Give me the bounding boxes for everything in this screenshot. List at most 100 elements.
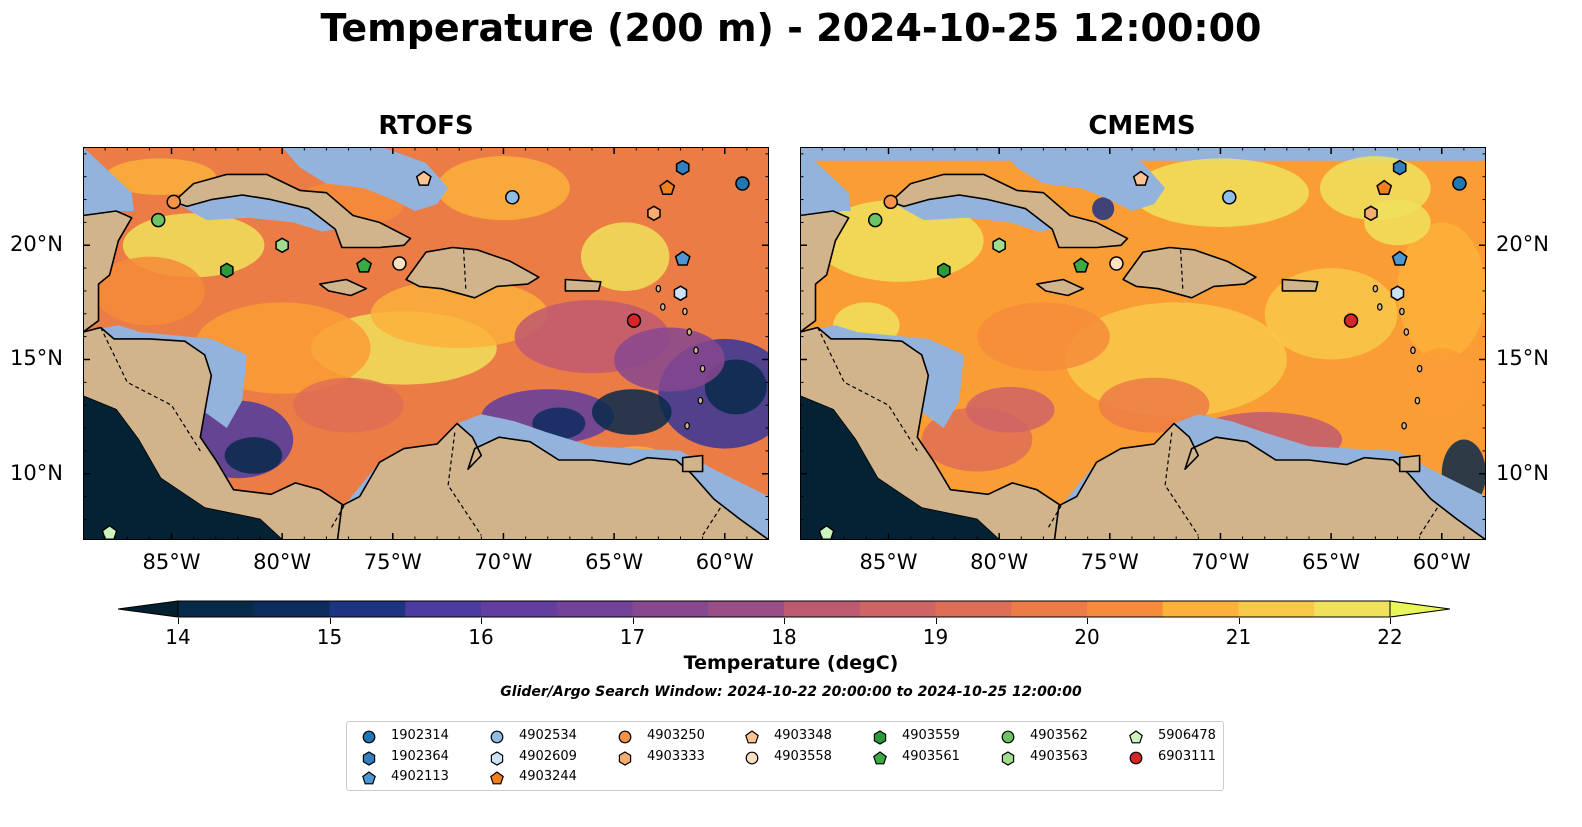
- legend-label: 4903333: [647, 748, 705, 764]
- pentagon-marker-icon: [490, 771, 504, 785]
- hexagon-marker-icon: [362, 750, 376, 766]
- pentagon-marker-icon: [1129, 730, 1143, 744]
- float-marker-6903111[interactable]: [1343, 313, 1359, 328]
- map-svg: [800, 147, 1486, 540]
- colorbar-tick: [481, 618, 482, 624]
- colorbar-over-arrow: [1389, 600, 1451, 618]
- colorbar-tick: [1087, 618, 1088, 624]
- legend-label: 4903561: [902, 748, 960, 764]
- float-marker-4903561[interactable]: [356, 257, 373, 273]
- float-marker-4902534[interactable]: [505, 190, 520, 205]
- legend-label: 4902609: [519, 748, 577, 764]
- legend-label: 4903348: [774, 728, 832, 743]
- float-marker-4903561[interactable]: [1073, 257, 1090, 273]
- legend-label: 5906478: [1158, 728, 1216, 743]
- colorbar-tick: [329, 618, 331, 624]
- legend-label: 4903559: [902, 728, 960, 743]
- float-marker-4902609[interactable]: [673, 285, 688, 302]
- colorbar-bin: [253, 601, 331, 617]
- legend-label: 4902534: [519, 728, 577, 743]
- colorbar-bin: [329, 601, 406, 617]
- colorbar-tick-label: 19: [922, 625, 949, 649]
- colorbar-tick: [1238, 618, 1240, 624]
- lon-tick-label: 60°W: [1412, 550, 1471, 574]
- legend-label: 1902314: [391, 728, 449, 743]
- float-marker-4903244[interactable]: [1376, 179, 1393, 195]
- hexagon-marker-icon: [490, 750, 504, 766]
- circle-marker-icon: [490, 730, 504, 744]
- colorbar-tick: [1390, 618, 1391, 624]
- float-marker-4903559[interactable]: [220, 262, 234, 279]
- float-marker-1902314[interactable]: [735, 176, 750, 191]
- colorbar-bin: [1162, 601, 1240, 617]
- lon-tick-label: 80°W: [970, 550, 1029, 574]
- float-marker-1902364[interactable]: [1392, 159, 1407, 176]
- colorbar-label: Temperature (degC): [683, 652, 899, 674]
- lat-tick-label: 15°N: [10, 346, 63, 371]
- legend-label: 4903244: [519, 769, 577, 784]
- colorbar-bin: [1011, 601, 1088, 617]
- map-svg: [83, 147, 769, 540]
- colorbar-tick-label: 15: [316, 625, 343, 649]
- lat-tick-label: 20°N: [10, 232, 63, 257]
- float-marker-4903348[interactable]: [1132, 170, 1149, 186]
- lon-tick-label: 75°W: [363, 550, 422, 574]
- colorbar-bin: [1087, 601, 1164, 617]
- lat-tick-label: 15°N: [1496, 346, 1549, 371]
- float-marker-4902113[interactable]: [1391, 250, 1408, 266]
- panel-title-rtofs: RTOFS: [378, 111, 474, 141]
- colorbar-bin: [1314, 601, 1391, 617]
- circle-marker-icon: [1001, 730, 1015, 744]
- float-marker-4903563[interactable]: [275, 237, 289, 254]
- legend-label: 6903111: [1158, 748, 1216, 764]
- colorbar-tick-label: 20: [1074, 625, 1100, 649]
- float-marker-1902314[interactable]: [1452, 176, 1467, 191]
- float-marker-4902534[interactable]: [1222, 190, 1237, 205]
- lon-tick-label: 80°W: [253, 550, 312, 574]
- legend-label: 4903558: [774, 748, 832, 764]
- float-marker-4903558[interactable]: [1109, 256, 1124, 271]
- map-panel-rtofs[interactable]: [83, 147, 769, 540]
- float-legend: 1902314 1902364 4902113 4902534 4902609 49032…: [346, 721, 1224, 791]
- colorbar-bin: [556, 601, 634, 617]
- float-marker-4903562[interactable]: [867, 212, 883, 228]
- search-window-text: Glider/Argo Search Window: 2024-10-22 20…: [500, 684, 1082, 700]
- lon-tick-label: 70°W: [1191, 550, 1250, 574]
- float-marker-4903562[interactable]: [150, 212, 166, 228]
- lon-tick-label: 65°W: [1302, 550, 1361, 574]
- colorbar-tick-label: 22: [1377, 625, 1403, 649]
- float-marker-4903250[interactable]: [166, 194, 181, 210]
- colorbar-bin: [632, 601, 709, 617]
- float-marker-4903333[interactable]: [1364, 205, 1378, 222]
- float-marker-4903563[interactable]: [992, 237, 1006, 254]
- pentagon-marker-icon: [873, 750, 887, 764]
- float-marker-6903111[interactable]: [626, 313, 642, 328]
- lon-tick-label: 65°W: [585, 550, 644, 574]
- circle-marker-icon: [362, 730, 376, 744]
- lon-tick-label: 85°W: [142, 550, 201, 574]
- float-marker-4903348[interactable]: [415, 170, 432, 186]
- lat-tick-label: 10°N: [1496, 460, 1549, 485]
- hexagon-marker-icon: [1001, 750, 1015, 766]
- colorbar-tick: [178, 618, 179, 624]
- colorbar-bin: [481, 601, 558, 617]
- colorbar-tick-label: 18: [771, 625, 797, 649]
- float-marker-4903244[interactable]: [659, 179, 676, 195]
- map-panel-cmems[interactable]: [800, 147, 1486, 540]
- float-marker-4903333[interactable]: [647, 205, 661, 222]
- float-marker-4902609[interactable]: [1390, 285, 1405, 302]
- legend-label: 1902364: [391, 748, 449, 764]
- circle-marker-icon: [618, 730, 632, 744]
- lon-tick-label: 75°W: [1080, 550, 1139, 574]
- panel-title-cmems: CMEMS: [1088, 111, 1196, 141]
- colorbar-bin: [1238, 601, 1315, 617]
- float-marker-4903559[interactable]: [937, 262, 951, 279]
- colorbar-bin: [859, 601, 937, 617]
- colorbar-bin: [178, 601, 255, 617]
- pentagon-marker-icon: [362, 771, 376, 785]
- circle-marker-icon: [1129, 751, 1143, 764]
- float-marker-4903558[interactable]: [392, 256, 407, 271]
- float-marker-4903250[interactable]: [883, 194, 898, 210]
- float-marker-4902113[interactable]: [674, 250, 691, 266]
- float-marker-1902364[interactable]: [675, 159, 690, 176]
